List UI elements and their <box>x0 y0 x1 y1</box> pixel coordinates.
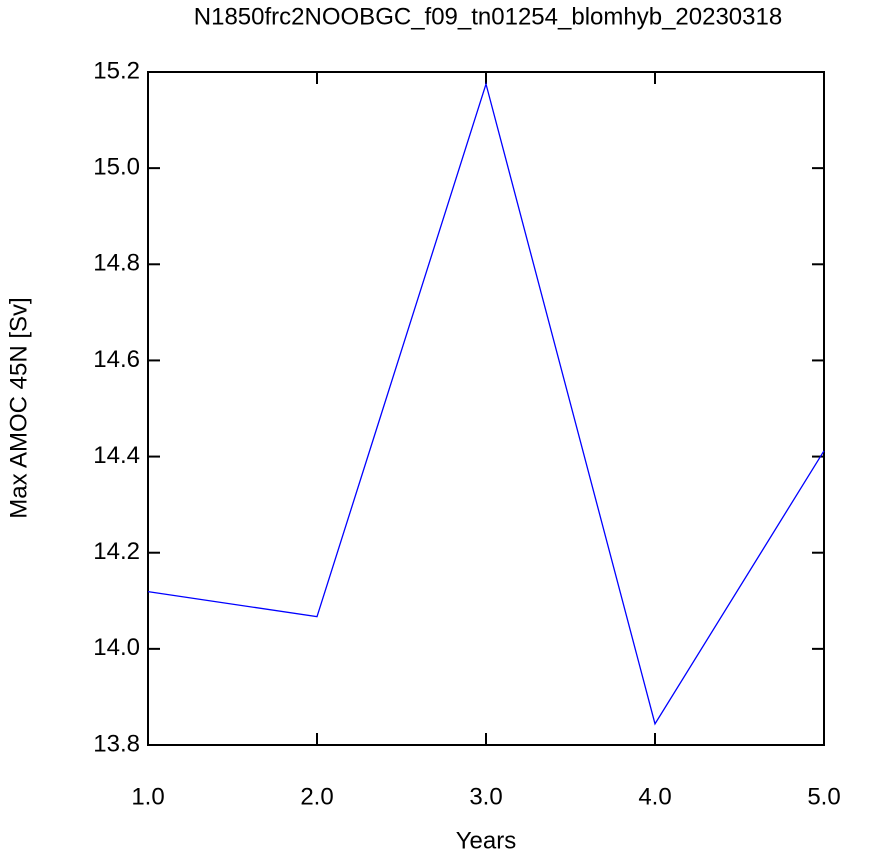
data-line <box>147 81 825 726</box>
y-tick-label: 15.2 <box>93 57 140 84</box>
y-tick-label: 15.0 <box>93 153 140 180</box>
x-tick-label: 2.0 <box>300 783 333 810</box>
y-axis-label: Max AMOC 45N [Sv] <box>5 297 32 518</box>
y-tick-label: 14.8 <box>93 250 140 277</box>
y-tick-label: 14.6 <box>93 346 140 373</box>
y-tick-label: 14.0 <box>93 634 140 661</box>
x-tick-label: 3.0 <box>469 783 502 810</box>
y-tick-label: 14.2 <box>93 538 140 565</box>
x-axis-label: Years <box>456 827 517 854</box>
x-tick-label: 5.0 <box>807 783 840 810</box>
y-tick-label: 14.4 <box>93 442 140 469</box>
x-tick-label: 1.0 <box>131 783 164 810</box>
x-tick-label: 4.0 <box>638 783 671 810</box>
plot-frame <box>147 71 825 746</box>
chart-title: N1850frc2NOOBGC_f09_tn01254_blomhyb_2023… <box>194 3 782 30</box>
y-tick-label: 13.8 <box>93 730 140 757</box>
